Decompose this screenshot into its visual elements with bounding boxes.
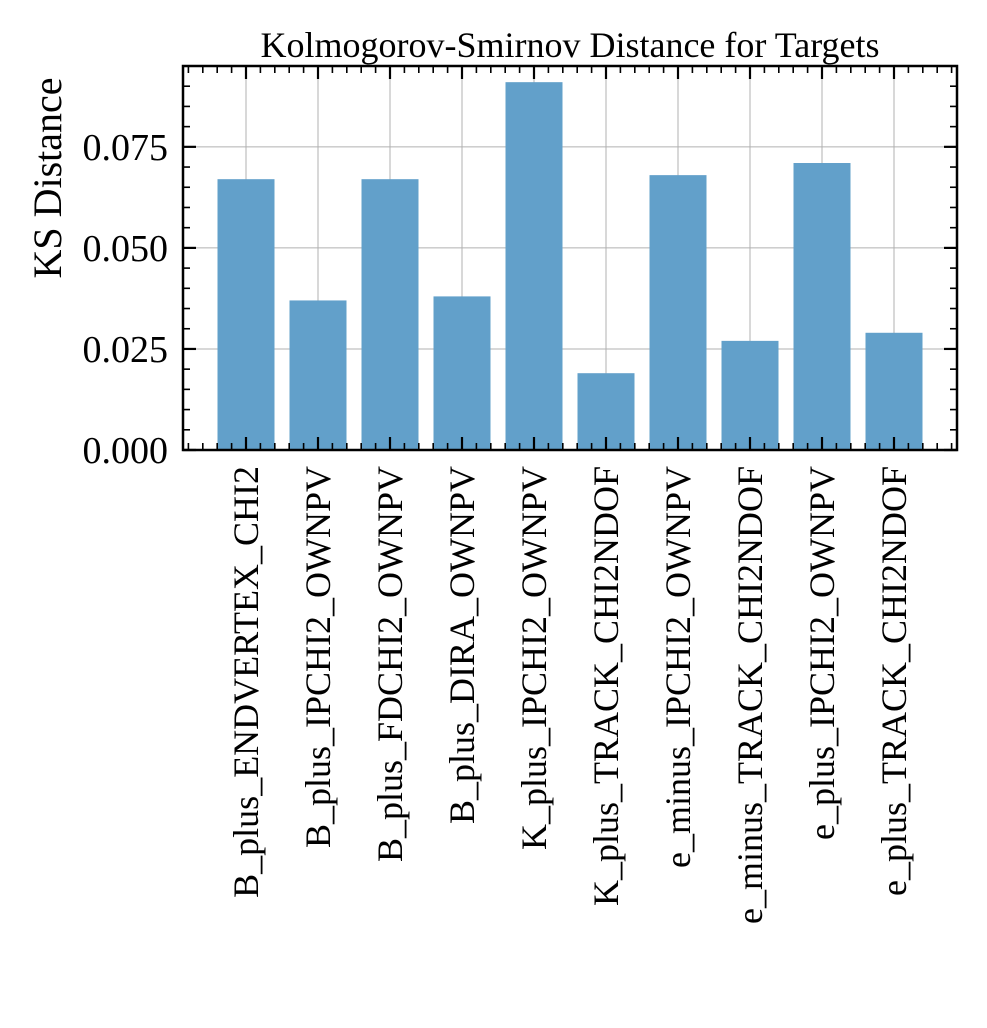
x-tick-label: B_plus_FDCHI2_OWNPV	[370, 466, 410, 862]
bar-B_plus_FDCHI2_OWNPV	[361, 179, 419, 450]
axis-ticks	[183, 65, 957, 452]
plot-frame	[181, 64, 959, 452]
x-tick-label: K_plus_TRACK_CHI2NDOF	[586, 466, 626, 906]
y-tick-label: 0.025	[83, 329, 169, 371]
bar-e_plus_TRACK_CHI2NDOF	[865, 332, 923, 450]
bar-K_plus_IPCHI2_OWNPV	[505, 82, 563, 450]
bar-B_plus_ENDVERTEX_CHI2	[217, 179, 275, 450]
axes-frame	[181, 64, 959, 452]
bar-e_minus_IPCHI2_OWNPV	[649, 175, 707, 450]
y-tick-label: 0.050	[83, 228, 169, 270]
x-tick-label: B_plus_ENDVERTEX_CHI2	[226, 466, 266, 898]
bar-B_plus_DIRA_OWNPV	[433, 296, 491, 450]
x-tick-label: e_plus_TRACK_CHI2NDOF	[874, 466, 914, 896]
x-tick-label: B_plus_DIRA_OWNPV	[442, 466, 482, 824]
y-tick-label: 0.075	[83, 127, 169, 169]
chart-title: Kolmogorov-Smirnov Distance for Targets	[260, 25, 879, 65]
y-tick-label: 0.000	[83, 430, 169, 472]
x-tick-label: K_plus_IPCHI2_OWNPV	[514, 466, 554, 850]
y-axis-label: KS Distance	[25, 77, 70, 278]
x-tick-label: e_plus_IPCHI2_OWNPV	[802, 466, 842, 840]
x-tick-label: B_plus_IPCHI2_OWNPV	[298, 466, 338, 848]
bar-B_plus_IPCHI2_OWNPV	[289, 300, 347, 450]
bar-e_minus_TRACK_CHI2NDOF	[721, 340, 779, 450]
x-tick-label: e_minus_IPCHI2_OWNPV	[658, 466, 698, 868]
bar-e_plus_IPCHI2_OWNPV	[793, 163, 851, 450]
bars	[217, 82, 923, 450]
x-tick-label: e_minus_TRACK_CHI2NDOF	[730, 466, 770, 924]
tick-labels: 0.000 0.025 0.050 0.075 B_plus_ENDVERTEX_CHI…	[83, 127, 915, 924]
